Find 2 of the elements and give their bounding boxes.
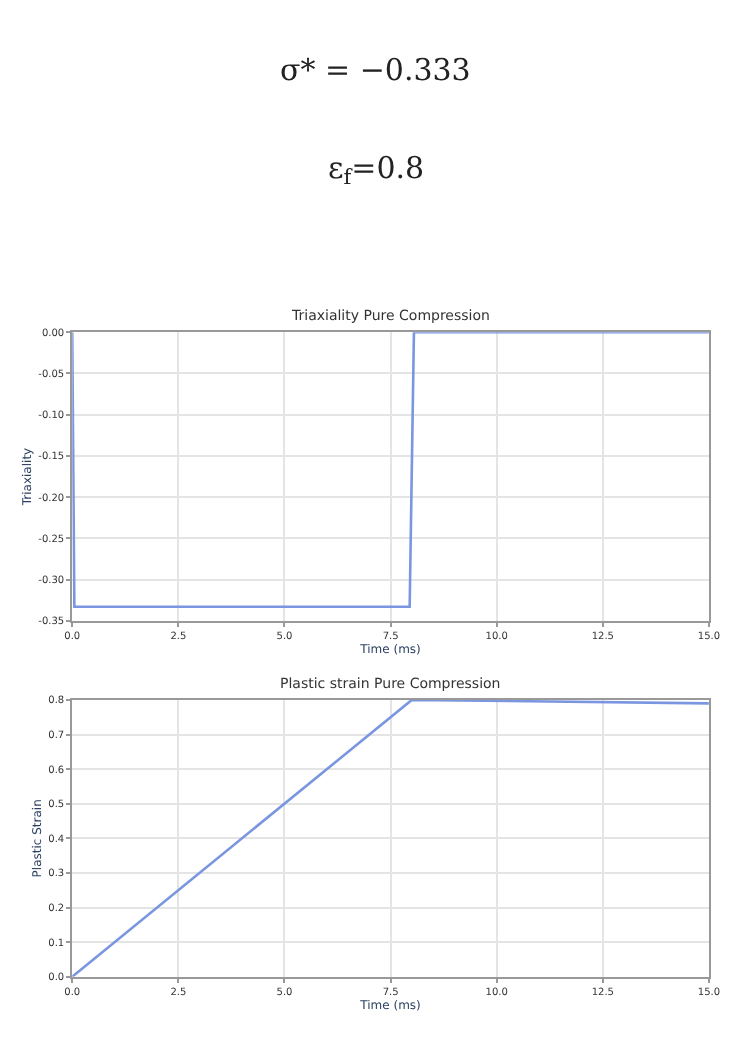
text: σ* = −0.333 xyxy=(280,52,471,88)
text: ε$_{f}$=0.8 xyxy=(328,150,425,191)
